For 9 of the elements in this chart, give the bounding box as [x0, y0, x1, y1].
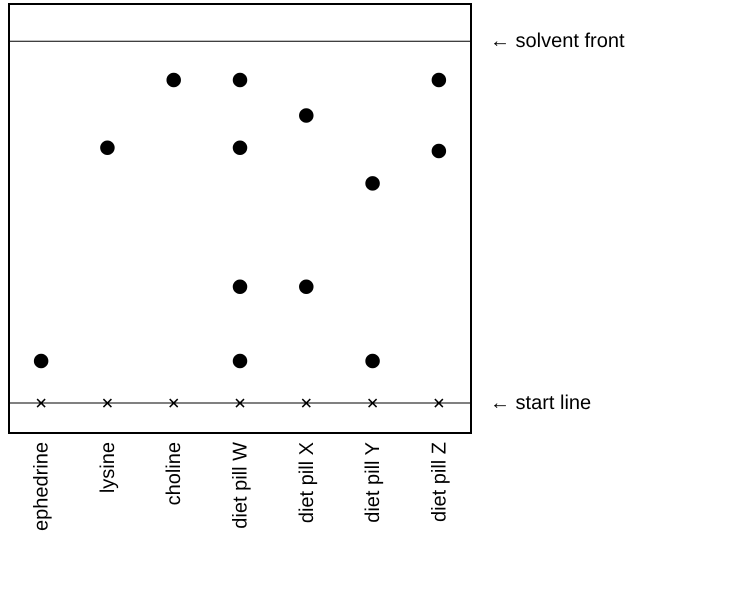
x-tick-label: ephedrine: [30, 442, 53, 531]
x-tick-label: choline: [163, 442, 186, 506]
x-tick-label: diet pill Y: [362, 442, 384, 523]
x-tick-label: diet pill Z: [428, 442, 450, 522]
x-tick-label: diet pill W: [230, 442, 252, 529]
ref-line-label: ← start line: [490, 392, 592, 414]
x-tick-label: lysine: [96, 442, 119, 494]
ref-line-label: ← solvent front: [490, 30, 625, 52]
x-tick-label: diet pill X: [296, 442, 318, 524]
